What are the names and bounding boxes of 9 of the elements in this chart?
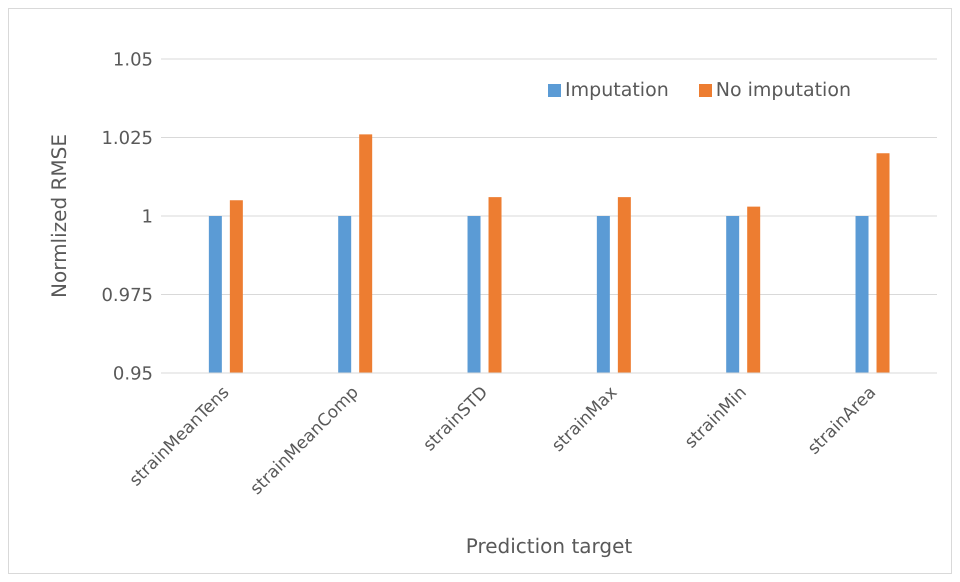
y-tick-label: 1.05: [112, 49, 153, 70]
y-tick-label: 1: [142, 206, 153, 228]
legend-label: Imputation: [565, 79, 669, 101]
x-axis-title: Prediction target: [466, 534, 632, 558]
y-tick-label: 0.95: [112, 363, 153, 384]
y-tick-label: 1.025: [101, 128, 153, 149]
y-axis-title: Normlized RMSE: [47, 134, 72, 298]
legend-label: No imputation: [716, 79, 851, 101]
y-tick-label: 0.975: [101, 284, 153, 306]
